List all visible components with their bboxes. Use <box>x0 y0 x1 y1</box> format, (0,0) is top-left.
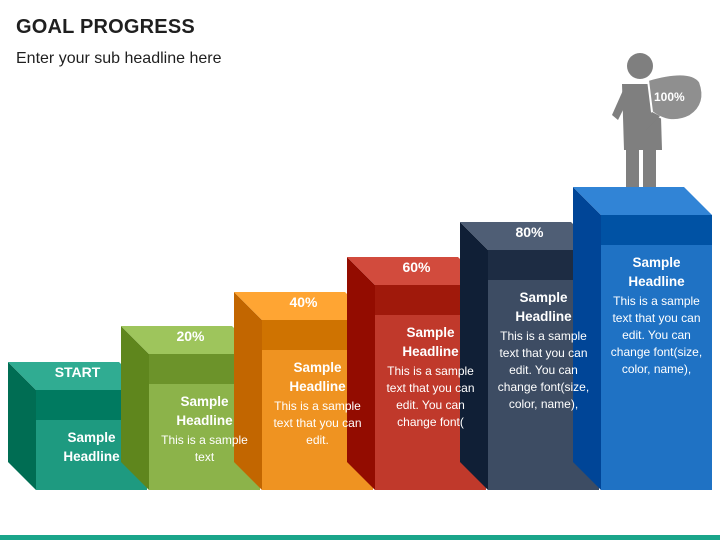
step-top-face <box>8 362 147 390</box>
step-headline: Sample Headline <box>402 325 459 359</box>
step-side-face <box>234 292 262 490</box>
step-front-text: Sample Headline <box>42 428 141 466</box>
step-front-text: Sample Headline This is a sample text tha… <box>607 253 706 378</box>
step-headline: Sample Headline <box>515 290 572 324</box>
step-front-text: Sample Headline This is a sample text tha… <box>381 323 480 431</box>
step-top-label: 40% <box>289 294 318 310</box>
step-top-label: START <box>54 364 101 380</box>
step-front-face <box>601 215 712 490</box>
step-block-5 <box>573 187 712 490</box>
step-shadow-band <box>601 215 712 245</box>
step-headline: Sample Headline <box>289 360 346 394</box>
person-with-trophy-icon <box>612 53 704 200</box>
step-body-text: This is a sample text that you can edit.… <box>497 329 590 411</box>
step-side-face <box>8 362 36 490</box>
step-body-text: This is a sample text <box>161 433 248 464</box>
step-side-face <box>573 187 601 490</box>
step-front-text: Sample Headline This is a sample text tha… <box>268 358 367 449</box>
step-headline: Sample Headline <box>628 255 685 289</box>
step-body-text: This is a sample text that you can edit.… <box>386 364 475 429</box>
slide-title: GOAL PROGRESS <box>16 16 195 38</box>
step-top-face <box>460 222 599 250</box>
step-headline: Sample Headline <box>63 430 120 464</box>
step-front-text: Sample Headline This is a sample text <box>155 392 254 466</box>
step-headline: Sample Headline <box>176 394 233 428</box>
step-side-face <box>460 222 488 490</box>
slide-subtitle: Enter your sub headline here <box>16 50 222 67</box>
step-top-face <box>347 257 486 285</box>
step-body-text: This is a sample text that you can edit. <box>273 399 362 447</box>
goal-badge: 100% <box>654 90 685 104</box>
step-top-face <box>121 326 260 354</box>
step-side-face <box>121 326 149 490</box>
step-body-text: This is a sample text that you can edit.… <box>610 294 703 376</box>
step-front-text: Sample Headline This is a sample text tha… <box>494 288 593 413</box>
step-top-label: 60% <box>402 259 431 275</box>
step-side-face <box>347 257 375 490</box>
step-top-face <box>573 187 712 215</box>
bottom-accent-bar <box>0 535 720 540</box>
step-top-face <box>234 292 373 320</box>
step-top-label: 80% <box>515 224 544 240</box>
step-top-label: 20% <box>176 328 205 344</box>
